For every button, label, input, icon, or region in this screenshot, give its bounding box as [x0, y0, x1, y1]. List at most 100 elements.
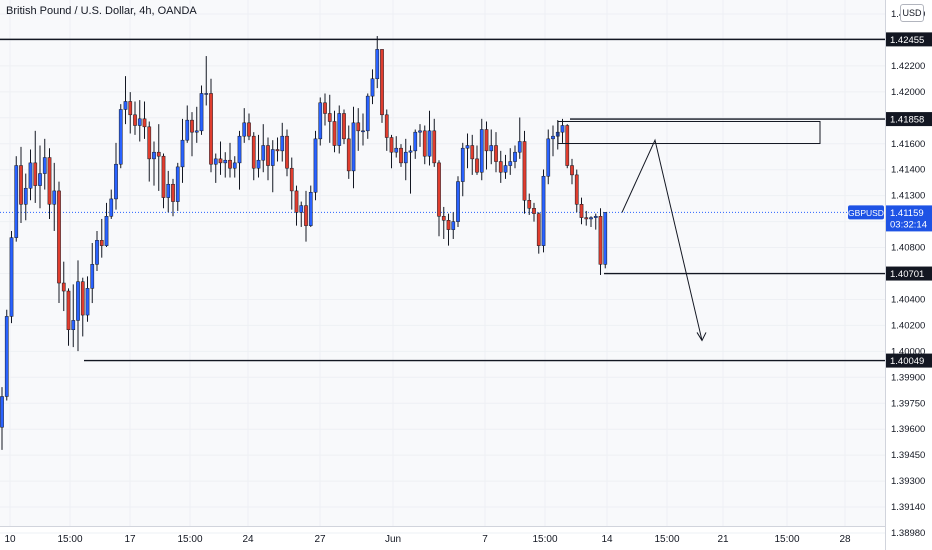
- candle-up: [76, 281, 80, 321]
- candle-up: [413, 131, 418, 152]
- candle-up: [299, 205, 304, 213]
- candle-down: [156, 151, 161, 157]
- price-tick-label: 1.41300: [891, 191, 925, 202]
- chart-title: British Pound / U.S. Dollar, 4h, OANDA: [6, 5, 197, 17]
- candle-down: [323, 102, 327, 114]
- candle-down: [565, 125, 570, 166]
- candle-up: [603, 212, 608, 265]
- candle-up: [489, 145, 494, 152]
- price-tag: 1.41159: [890, 208, 924, 219]
- candle-down: [346, 138, 351, 172]
- candle-down: [380, 49, 384, 116]
- candle-down: [327, 113, 332, 122]
- candle-up: [166, 183, 171, 198]
- candle-up: [318, 102, 323, 140]
- time-tick-label: Jun: [385, 534, 401, 545]
- candle-up: [394, 147, 399, 153]
- candle-up: [237, 135, 242, 164]
- price-tick-label: 1.41600: [891, 139, 925, 150]
- candle-up: [503, 165, 508, 173]
- time-tick-label: 15:00: [774, 534, 799, 545]
- level-tag: [886, 266, 932, 281]
- candle-up: [14, 165, 19, 238]
- candle-down: [80, 281, 85, 316]
- candle-down: [57, 190, 61, 284]
- candle-down: [584, 217, 589, 220]
- candle-down: [356, 122, 361, 132]
- candle-down: [475, 158, 479, 173]
- candle-down: [294, 190, 299, 213]
- candle-down: [209, 93, 213, 165]
- candle-down: [133, 114, 137, 126]
- level-tag: [886, 32, 932, 47]
- candle-up: [370, 78, 375, 97]
- candle-up: [408, 150, 413, 153]
- candle-up: [551, 135, 555, 140]
- level-tag-label: 1.41858: [890, 115, 924, 126]
- candle-up: [114, 163, 118, 200]
- time-axis-bg: [0, 526, 885, 550]
- price-tick-label: 1.40400: [891, 294, 925, 305]
- candle-up: [427, 130, 432, 157]
- candle-up: [508, 161, 513, 166]
- candle-up: [479, 129, 484, 173]
- candle-up: [232, 162, 237, 169]
- candle-down: [527, 200, 532, 209]
- candle-up: [28, 162, 33, 189]
- projection-arrow: [621, 138, 703, 341]
- time-tick-label: 17: [124, 534, 136, 545]
- price-tick-label: 1.41400: [891, 165, 925, 176]
- level-tag: [886, 112, 932, 127]
- candle-up: [118, 109, 123, 165]
- candle-down: [190, 119, 194, 133]
- candle-down: [432, 130, 437, 164]
- candle-up: [308, 191, 313, 226]
- price-tick-label: 1.40000: [891, 346, 925, 357]
- time-tick-label: 27: [314, 534, 326, 545]
- candle-up: [180, 139, 185, 168]
- level-tag: [886, 353, 932, 368]
- candle-down: [66, 290, 71, 331]
- currency-button[interactable]: USD: [900, 4, 924, 22]
- candle-up: [0, 396, 4, 428]
- candle-down: [441, 216, 446, 221]
- candle-down: [47, 157, 52, 205]
- candle-up: [185, 119, 190, 141]
- candle-up: [194, 130, 199, 133]
- time-axis[interactable]: 10 15:00 17 15:00 24 27 Jun 7 15:00 14 15:00 21 15:0…: [4, 534, 851, 545]
- candle-up: [85, 288, 90, 316]
- candle-up: [280, 135, 285, 152]
- horizontal-levels[interactable]: [0, 38, 885, 362]
- candle-down: [247, 122, 251, 137]
- candle-down: [598, 216, 603, 265]
- price-tick-label: 1.39450: [891, 450, 925, 461]
- candle-up: [589, 217, 593, 220]
- candle-down: [437, 162, 441, 217]
- candle-down: [570, 165, 574, 176]
- price-axis[interactable]: 1.426001.424001.422001.420001.418001.416…: [848, 9, 932, 539]
- drawings[interactable]: [557, 120, 821, 342]
- candle-down: [275, 149, 280, 152]
- candle-down: [384, 114, 389, 138]
- candle-down: [484, 129, 489, 152]
- candle-up: [175, 166, 180, 202]
- candle-down: [389, 137, 394, 153]
- candle-up: [23, 187, 28, 205]
- countdown: 03:32:14: [890, 219, 927, 230]
- candle-down: [494, 145, 498, 162]
- candle-down: [574, 174, 579, 205]
- candle-down: [171, 183, 175, 202]
- candle-down: [147, 126, 152, 160]
- candle-up: [199, 93, 204, 132]
- time-tick-label: 10: [4, 534, 16, 545]
- candle-down: [19, 165, 23, 205]
- candle-down: [332, 121, 337, 146]
- candles: [0, 36, 608, 450]
- candle-down: [536, 213, 541, 246]
- candle-up: [223, 159, 228, 164]
- price-tick-label: 1.39600: [891, 424, 925, 435]
- candle-down: [142, 118, 147, 128]
- candle-up: [513, 151, 517, 162]
